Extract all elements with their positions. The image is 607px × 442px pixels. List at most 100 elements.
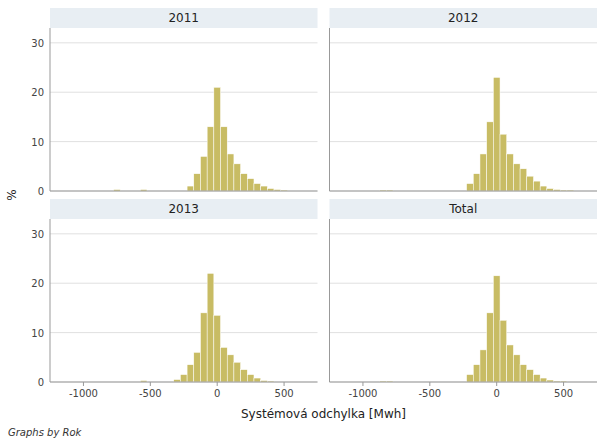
x-tick-label: -500 bbox=[139, 388, 162, 399]
bar bbox=[241, 370, 248, 382]
bar bbox=[520, 169, 527, 191]
y-axis-label: % bbox=[5, 189, 19, 200]
bar bbox=[493, 77, 500, 191]
grid-line bbox=[330, 382, 598, 383]
x-tick bbox=[362, 382, 363, 386]
bar bbox=[533, 181, 540, 191]
grid-line bbox=[50, 42, 318, 43]
x-axis-line bbox=[50, 382, 318, 383]
x-tick-label: 500 bbox=[554, 388, 573, 399]
bar bbox=[480, 350, 487, 382]
grid-line bbox=[50, 382, 318, 383]
y-tick-label: 20 bbox=[31, 87, 44, 98]
x-axis-line bbox=[50, 191, 318, 192]
x-tick-label: -500 bbox=[418, 388, 441, 399]
bar bbox=[520, 365, 527, 382]
bar bbox=[467, 184, 474, 191]
bar bbox=[513, 164, 520, 191]
chart: 20110102030201220130102030-1000-5000500T… bbox=[0, 0, 607, 442]
bar bbox=[261, 186, 268, 191]
grid-line bbox=[50, 92, 318, 93]
bar bbox=[527, 370, 534, 382]
x-tick bbox=[217, 382, 218, 386]
x-tick bbox=[563, 382, 564, 386]
panel-title-bar bbox=[50, 8, 318, 28]
x-tick-label: 0 bbox=[494, 388, 500, 399]
x-tick-label: 500 bbox=[275, 388, 294, 399]
bar bbox=[254, 378, 261, 382]
grid-line bbox=[330, 233, 598, 234]
x-tick bbox=[429, 382, 430, 386]
bar bbox=[513, 355, 520, 382]
bar bbox=[207, 127, 214, 191]
bar bbox=[221, 127, 228, 191]
footer: Graphs by Rok bbox=[8, 427, 83, 438]
bar bbox=[180, 375, 187, 382]
bar bbox=[227, 154, 234, 191]
bar bbox=[533, 375, 540, 382]
grid-line bbox=[330, 42, 598, 43]
bar bbox=[480, 154, 487, 191]
y-axis-line bbox=[50, 219, 51, 382]
bar bbox=[207, 273, 214, 382]
bar bbox=[540, 186, 547, 191]
panel-title: 2012 bbox=[448, 11, 479, 25]
grid-line bbox=[330, 191, 598, 192]
y-tick-label: 20 bbox=[31, 278, 44, 289]
x-tick-label: 0 bbox=[214, 388, 220, 399]
x-axis-label: Systémová odchylka [Mwh] bbox=[241, 407, 406, 421]
y-tick-label: 30 bbox=[31, 38, 44, 49]
bar bbox=[214, 87, 221, 191]
panel: 20130102030-1000-5000500 bbox=[31, 199, 317, 399]
x-axis-line bbox=[330, 382, 598, 383]
bar bbox=[247, 179, 254, 191]
x-tick bbox=[83, 382, 84, 386]
bar bbox=[487, 313, 494, 382]
grid-line bbox=[330, 141, 598, 142]
bar bbox=[200, 313, 207, 382]
bar bbox=[487, 122, 494, 191]
bar bbox=[527, 176, 534, 191]
panel-title-bar bbox=[330, 8, 598, 28]
bar bbox=[234, 164, 241, 191]
bar bbox=[187, 186, 194, 191]
x-tick-label: -1000 bbox=[348, 388, 377, 399]
bar bbox=[194, 352, 201, 382]
panel: 20110102030 bbox=[31, 8, 317, 197]
bar bbox=[507, 345, 514, 382]
bar bbox=[540, 378, 547, 382]
panel-title: 2013 bbox=[168, 202, 199, 216]
x-tick-label: -1000 bbox=[69, 388, 98, 399]
bars bbox=[380, 276, 567, 382]
y-tick-label: 10 bbox=[31, 328, 44, 339]
bar bbox=[200, 156, 207, 191]
x-tick bbox=[496, 382, 497, 386]
y-tick-label: 10 bbox=[31, 137, 44, 148]
grid-line bbox=[330, 92, 598, 93]
y-tick-label: 30 bbox=[31, 229, 44, 240]
panel: Total -1000 -500 0 500 bbox=[330, 199, 598, 399]
panel-title: Total bbox=[448, 202, 477, 216]
x-axis-line bbox=[330, 191, 598, 192]
bar bbox=[241, 174, 248, 191]
bar bbox=[473, 365, 480, 382]
y-axis-line bbox=[50, 28, 51, 191]
grid-line bbox=[50, 141, 318, 142]
bar bbox=[467, 375, 474, 382]
bar bbox=[500, 320, 507, 382]
x-tick bbox=[284, 382, 285, 386]
bar bbox=[473, 174, 480, 191]
bar bbox=[493, 276, 500, 382]
bar bbox=[194, 174, 201, 191]
x-tick bbox=[150, 382, 151, 386]
bar bbox=[221, 347, 228, 382]
panel-title-bar bbox=[330, 199, 598, 219]
y-axis-line bbox=[329, 28, 330, 191]
grid-line bbox=[330, 283, 598, 284]
y-tick-label: 0 bbox=[38, 186, 44, 197]
bar bbox=[507, 154, 514, 191]
bar bbox=[500, 134, 507, 191]
grid-line bbox=[50, 283, 318, 284]
grid-line bbox=[50, 233, 318, 234]
bar bbox=[214, 315, 221, 382]
